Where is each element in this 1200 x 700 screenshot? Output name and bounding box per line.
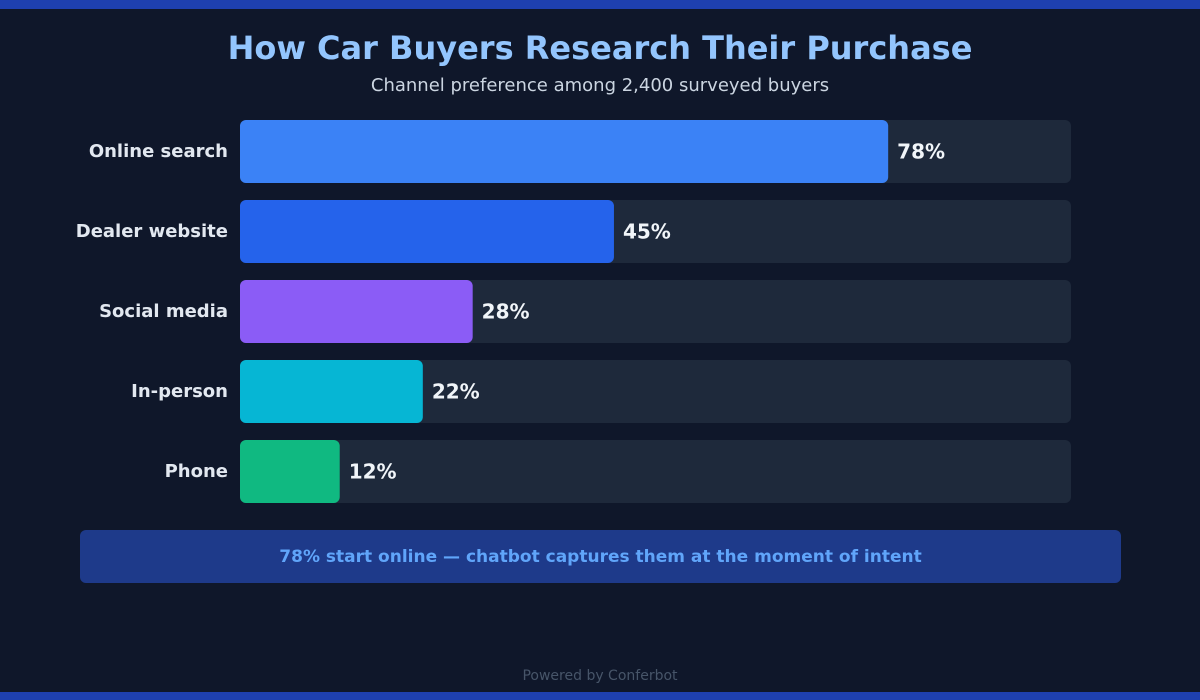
- category-label-social-media: Social media: [99, 301, 228, 322]
- category-label-phone: Phone: [165, 461, 228, 482]
- bar-social-media: [240, 280, 473, 343]
- bottom-accent-bar: [0, 692, 1200, 700]
- bar-row-phone: Phone 12%: [165, 440, 1071, 503]
- bar-online-search: [240, 120, 889, 183]
- bar-chart: Online search 78% Dealer website 45% Social …: [76, 120, 1071, 503]
- footer-credit: Powered by Conferbot: [522, 668, 678, 684]
- bar-row-online-search: Online search 78%: [89, 120, 1071, 183]
- chart-subtitle: Channel preference among 2,400 surveyed …: [370, 75, 830, 96]
- bar-track-phone: [240, 440, 1071, 503]
- bar-track-in-person: [240, 360, 1071, 423]
- category-label-dealer-website: Dealer website: [76, 221, 228, 242]
- insight-callout: 78% start online — chatbot captures them…: [80, 530, 1121, 583]
- category-label-in-person: In-person: [131, 381, 228, 402]
- value-label-social-media: 28%: [482, 300, 530, 324]
- value-label-in-person: 22%: [432, 380, 480, 404]
- bar-in-person: [240, 360, 423, 423]
- value-label-phone: 12%: [349, 460, 397, 484]
- chart-title: How Car Buyers Research Their Purchase: [227, 29, 973, 67]
- bar-dealer-website: [240, 200, 614, 263]
- bar-row-social-media: Social media 28%: [99, 280, 1071, 343]
- insight-callout-text: 78% start online — chatbot captures them…: [279, 546, 922, 567]
- bar-row-dealer-website: Dealer website 45%: [76, 200, 1071, 263]
- value-label-dealer-website: 45%: [623, 220, 671, 244]
- top-accent-bar: [0, 0, 1200, 9]
- bar-phone: [240, 440, 340, 503]
- value-label-online-search: 78%: [897, 140, 945, 164]
- bar-row-in-person: In-person 22%: [131, 360, 1071, 423]
- category-label-online-search: Online search: [89, 141, 228, 162]
